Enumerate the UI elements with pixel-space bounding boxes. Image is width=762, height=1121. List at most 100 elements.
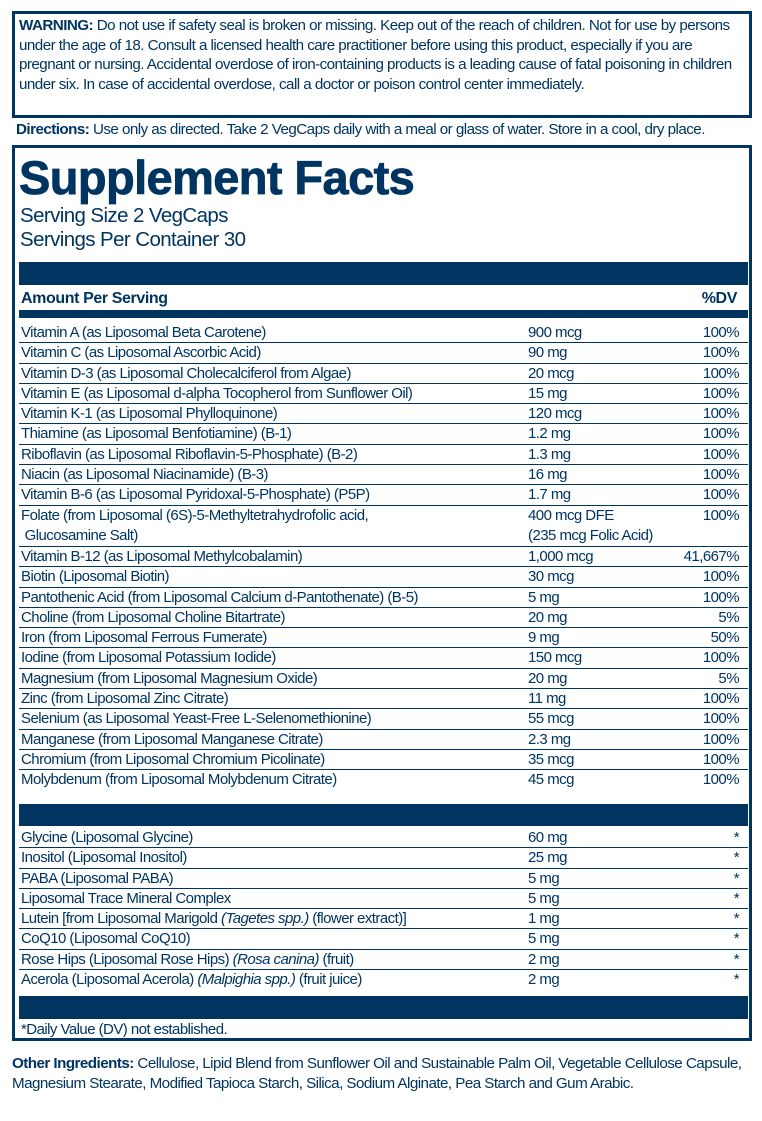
- nutrient-dv: *: [733, 930, 740, 948]
- nutrient-row: Vitamin K-1 (as Liposomal Phylloquinone)…: [19, 404, 748, 425]
- nutrient-dv: *: [733, 889, 740, 907]
- nutrient-amount-text: 2 mg: [528, 950, 560, 968]
- amount-per-serving-header: Amount Per Serving: [21, 290, 168, 307]
- nutrient-name: PABA (Liposomal PABA): [21, 869, 174, 889]
- nutrient-name: Vitamin E (as Liposomal d-alpha Tocopher…: [21, 384, 413, 404]
- nutrient-name-suffix: (fruit juice): [295, 971, 362, 989]
- other-ingredients-label: Other Ingredients:: [12, 1055, 134, 1072]
- nutrient-row: Vitamin D-3 (as Liposomal Cholecalcifero…: [19, 364, 748, 384]
- nutrient-dv: 100%: [702, 364, 740, 382]
- nutrient-dv: 100%: [702, 649, 740, 667]
- nutrient-row: Iron (from Liposomal Ferrous Fumerate) 9 …: [19, 628, 748, 649]
- nutrient-dv: 100%: [702, 425, 740, 443]
- nutrient-name-line2: Glucosamine Salt): [21, 526, 139, 544]
- nutrient-dv: 5%: [718, 669, 739, 687]
- nutrient-row: Glycine (Liposomal Glycine) 60 mg *: [19, 828, 748, 849]
- nutrient-dv: 100%: [702, 588, 740, 606]
- nutrient-dv: 100%: [702, 730, 740, 748]
- nutrient-dv: 100%: [702, 771, 740, 789]
- nutrient-name: Chromium (from Liposomal Chromium Picoli…: [21, 750, 325, 770]
- nutrient-name-text: CoQ10 (Liposomal CoQ10): [21, 930, 191, 948]
- nutrient-dv: 5%: [718, 608, 739, 626]
- nutrient-dv: 100%: [702, 324, 740, 341]
- nutrient-row: Vitamin E (as Liposomal d-alpha Tocopher…: [19, 384, 748, 405]
- nutrient-dv: 100%: [702, 690, 740, 708]
- supplement-facts-panel: Supplement Facts Serving Size 2 VegCaps …: [12, 145, 752, 1041]
- nutrient-name-text: PABA (Liposomal PABA): [21, 869, 174, 887]
- nutrient-row: Liposomal Trace Mineral Complex 5 mg *: [19, 889, 748, 910]
- panel-title: Supplement Facts: [19, 151, 416, 205]
- nutrient-name: Magnesium (from Liposomal Magnesium Oxid…: [21, 669, 318, 689]
- nutrient-row: Rose Hips (Liposomal Rose Hips) (Rosa ca…: [19, 950, 748, 971]
- thick-divider: [19, 804, 748, 826]
- nutrient-dv: 100%: [702, 405, 740, 423]
- nutrient-name-text: Iron (from Liposomal Ferrous Fumerate): [21, 629, 267, 647]
- nutrient-name: Molybdenum (from Liposomal Molybdenum Ci…: [21, 770, 337, 790]
- nutrient-name-text: Thiamine (as Liposomal Benfotiamine) (B-…: [21, 425, 292, 443]
- nutrient-name-text: Rose Hips (Liposomal Rose Hips): [21, 950, 233, 968]
- nutrient-name: CoQ10 (Liposomal CoQ10): [21, 929, 191, 949]
- nutrient-amount-text: 150 mcg: [528, 649, 582, 667]
- nutrient-latin-name: (Tagetes spp.): [221, 910, 309, 928]
- nutrient-amount: 11 mg: [528, 689, 566, 709]
- nutrient-amount-text: 900 mcg: [528, 324, 582, 341]
- nutrient-row: Vitamin B-6 (as Liposomal Pyridoxal-5-Ph…: [19, 485, 748, 506]
- nutrient-amount: 55 mcg: [528, 709, 574, 729]
- nutrient-row: Selenium (as Liposomal Yeast-Free L-Sele…: [19, 709, 748, 730]
- nutrient-amount-text: 1 mg: [528, 910, 560, 928]
- nutrient-amount-text: 55 mcg: [528, 710, 574, 728]
- nutrient-amount: 60 mg: [528, 828, 568, 848]
- nutrient-row: Acerola (Liposomal Acerola) (Malpighia s…: [19, 970, 748, 989]
- nutrient-row: Manganese (from Liposomal Manganese Citr…: [19, 730, 748, 750]
- nutrient-row: Pantothenic Acid (from Liposomal Calcium…: [19, 588, 748, 608]
- nutrient-amount-text: 1.3 mg: [528, 445, 571, 463]
- nutrient-name: Riboflavin (as Liposomal Riboflavin-5-Ph…: [21, 445, 358, 465]
- nutrient-amount: 30 mcg: [528, 567, 574, 587]
- nutrient-name-text: Vitamin E (as Liposomal d-alpha Tocopher…: [21, 384, 413, 402]
- nutrient-dv: *: [733, 869, 740, 887]
- nutrient-row: Niacin (as Liposomal Niacinamide) (B-3) 1…: [19, 465, 748, 486]
- nutrient-name: Selenium (as Liposomal Yeast-Free L-Sele…: [21, 709, 372, 729]
- nutrient-amount-text: 1.2 mg: [528, 425, 571, 443]
- nutrient-amount: 15 mg: [528, 384, 568, 404]
- nutrient-amount: 20 mcg: [528, 364, 574, 384]
- nutrient-amount-text: 5 mg: [528, 930, 560, 948]
- nutrient-amount-text: 1.7 mg: [528, 486, 571, 504]
- nutrient-amount: 16 mg: [528, 465, 568, 485]
- nutrient-name: Vitamin B-12 (as Liposomal Methylcobalam…: [21, 547, 303, 567]
- nutrient-name-text: Glycine (Liposomal Glycine): [21, 829, 193, 846]
- nutrient-row: Lutein [from Liposomal Marigold (Tagetes…: [19, 909, 748, 930]
- nutrient-amount: 900 mcg: [528, 323, 582, 343]
- nutrient-name-text: Vitamin B-12 (as Liposomal Methylcobalam…: [21, 547, 303, 565]
- nutrient-name: Inositol (Liposomal Inositol): [21, 848, 187, 868]
- nutrient-amount-line2: (235 mcg Folic Acid): [528, 526, 653, 544]
- nutrient-name-text: Vitamin D-3 (as Liposomal Cholecalcifero…: [21, 364, 351, 382]
- vitamins-minerals-list: Vitamin A (as Liposomal Beta Carotene) 90…: [19, 323, 748, 790]
- nutrient-name-text: Pantothenic Acid (from Liposomal Calcium…: [21, 588, 419, 606]
- serving-size: Serving Size 2 VegCaps: [20, 204, 228, 227]
- nutrient-name-text: Niacin (as Liposomal Niacinamide) (B-3): [21, 466, 269, 484]
- nutrient-amount-text: 5 mg: [528, 889, 560, 907]
- nutrient-dv: *: [733, 910, 740, 928]
- nutrient-name-text: Vitamin B-6 (as Liposomal Pyridoxal-5-Ph…: [21, 486, 370, 504]
- nutrient-amount: 2 mg: [528, 950, 560, 970]
- nutrient-name: Vitamin K-1 (as Liposomal Phylloquinone): [21, 404, 278, 424]
- nutrient-amount-text: 400 mcg DFE: [528, 506, 614, 524]
- nutrient-dv: 100%: [702, 445, 740, 463]
- nutrient-amount: 2 mg: [528, 970, 560, 990]
- nutrient-dv: 100%: [702, 750, 740, 768]
- nutrient-amount: 400 mcg DFE (235 mcg Folic Acid): [528, 506, 653, 546]
- nutrient-name-text: Choline (from Liposomal Choline Bitartra…: [21, 608, 286, 626]
- nutrient-name-text: Inositol (Liposomal Inositol): [21, 849, 187, 867]
- nutrient-name: Folate (from Liposomal (6S)-5-Methyltetr…: [21, 506, 369, 546]
- nutrient-name: Zinc (from Liposomal Zinc Citrate): [21, 689, 229, 709]
- nutrient-row: Folate (from Liposomal (6S)-5-Methyltetr…: [19, 506, 748, 547]
- thick-divider: [19, 996, 748, 1019]
- nutrient-dv: 100%: [702, 466, 740, 484]
- nutrient-name: Vitamin A (as Liposomal Beta Carotene): [21, 323, 266, 343]
- nutrient-name: Rose Hips (Liposomal Rose Hips) (Rosa ca…: [21, 950, 354, 970]
- servings-per-container: Servings Per Container 30: [20, 228, 246, 251]
- nutrient-latin-name: (Rosa canina): [232, 950, 320, 968]
- nutrient-name-text: Biotin (Liposomal Biotin): [21, 568, 170, 586]
- nutrient-dv: 100%: [702, 486, 740, 504]
